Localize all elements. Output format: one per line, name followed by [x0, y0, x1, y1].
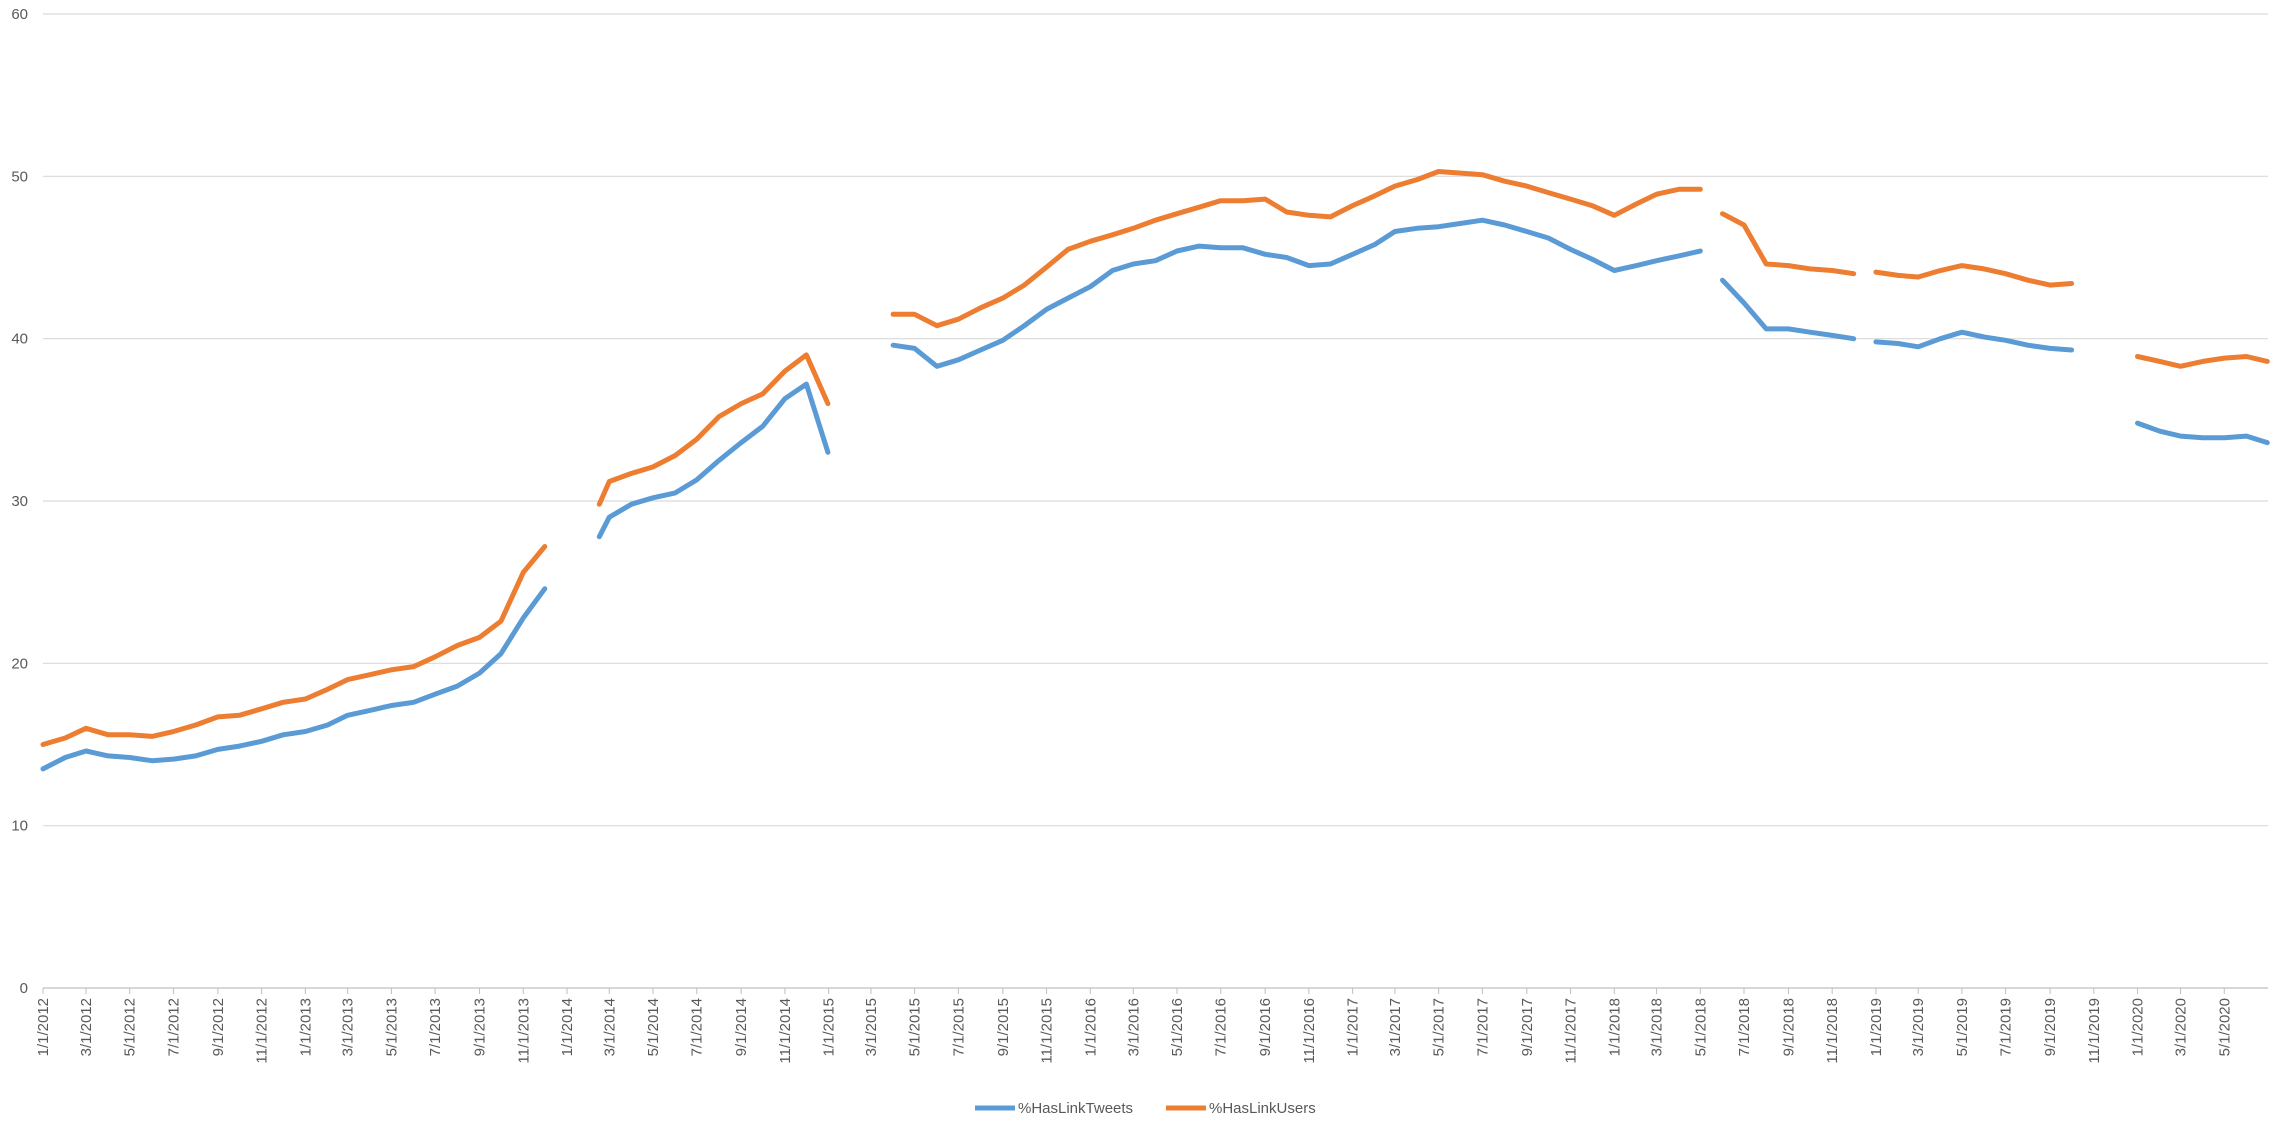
x-tick-label: 7/1/2013 — [427, 998, 444, 1056]
x-tick-label: 9/1/2012 — [210, 998, 227, 1056]
y-tick-label: 30 — [11, 493, 28, 510]
x-tick-label: 7/1/2018 — [1736, 998, 1753, 1056]
x-tick-label: 11/1/2014 — [777, 998, 794, 1064]
legend-label: %HasLinkUsers — [1209, 1100, 1316, 1117]
legend: %HasLinkTweets %HasLinkUsers — [975, 1100, 1316, 1117]
y-tick-label: 60 — [11, 6, 28, 23]
x-tick-label: 11/1/2017 — [1563, 998, 1580, 1064]
x-tick-label: 3/1/2013 — [340, 998, 357, 1056]
y-tick-label: 40 — [11, 331, 28, 348]
y-tick-label: 0 — [20, 980, 28, 997]
x-tick-label: 11/1/2018 — [1824, 998, 1841, 1064]
x-tick-label: 7/1/2019 — [1998, 998, 2015, 1056]
x-tick-label: 7/1/2014 — [689, 998, 706, 1056]
x-tick-label: 9/1/2013 — [472, 998, 489, 1056]
x-tick-label: 1/1/2014 — [559, 998, 576, 1056]
x-tick-label: 3/1/2019 — [1910, 998, 1927, 1056]
x-tick-label: 9/1/2014 — [733, 998, 750, 1056]
x-tick-label: 1/1/2012 — [35, 998, 52, 1056]
legend-label: %HasLinkTweets — [1018, 1100, 1133, 1117]
x-tick-label: 3/1/2012 — [78, 998, 95, 1056]
gridlines — [43, 13, 2268, 989]
x-tick-label: 1/1/2016 — [1082, 998, 1099, 1056]
x-tick-label: 1/1/2018 — [1606, 998, 1623, 1056]
x-tick-label: 11/1/2016 — [1301, 998, 1318, 1064]
x-tick-label: 3/1/2018 — [1649, 998, 1666, 1056]
x-tick-label: 3/1/2020 — [2173, 998, 2190, 1056]
x-tick-label: 11/1/2013 — [515, 998, 532, 1064]
x-tick-label: 11/1/2015 — [1039, 998, 1056, 1064]
x-tick-label: 3/1/2017 — [1387, 998, 1404, 1056]
x-tick-label: 5/1/2013 — [383, 998, 400, 1056]
x-tick-label: 7/1/2012 — [165, 998, 182, 1056]
x-tick-label: 1/1/2013 — [297, 998, 314, 1056]
series-line-2 — [40, 169, 2270, 747]
x-tick-label: 9/1/2015 — [995, 998, 1012, 1056]
x-axis-tick-labels: 1/1/2012 3/1/2012 5/1/2012 7/1/2012 9/1/2012… — [35, 988, 2233, 1064]
x-tick-label: 7/1/2017 — [1474, 998, 1491, 1056]
x-tick-label: 7/1/2016 — [1213, 998, 1230, 1056]
x-tick-label: 1/1/2020 — [2130, 998, 2147, 1056]
x-tick-label: 1/1/2015 — [821, 998, 838, 1056]
x-tick-label: 5/1/2020 — [2216, 998, 2233, 1056]
x-tick-label: 11/1/2019 — [2086, 998, 2103, 1064]
x-tick-label: 5/1/2016 — [1169, 998, 1186, 1056]
x-tick-label: 9/1/2018 — [1780, 998, 1797, 1056]
x-tick-label: 9/1/2019 — [2042, 998, 2059, 1056]
x-tick-label: 3/1/2015 — [863, 998, 880, 1056]
x-tick-label: 5/1/2014 — [645, 998, 662, 1056]
series-line-1 — [40, 217, 2270, 772]
y-axis-tick-labels: 0 10 20 30 40 50 60 — [11, 6, 28, 997]
y-tick-label: 20 — [11, 655, 28, 672]
x-tick-label: 9/1/2017 — [1519, 998, 1536, 1056]
x-tick-label: 11/1/2012 — [254, 998, 271, 1064]
x-tick-label: 5/1/2018 — [1692, 998, 1709, 1056]
x-tick-label: 5/1/2012 — [122, 998, 139, 1056]
y-tick-label: 50 — [11, 168, 28, 185]
y-tick-label: 10 — [11, 818, 28, 835]
x-tick-label: 3/1/2016 — [1125, 998, 1142, 1056]
x-tick-label: 7/1/2015 — [950, 998, 967, 1056]
x-tick-label: 3/1/2014 — [601, 998, 618, 1056]
x-tick-label: 5/1/2019 — [1954, 998, 1971, 1056]
x-tick-label: 5/1/2017 — [1431, 998, 1448, 1056]
x-tick-label: 9/1/2016 — [1257, 998, 1274, 1056]
x-tick-label: 1/1/2017 — [1345, 998, 1362, 1056]
x-tick-label: 1/1/2019 — [1868, 998, 1885, 1056]
series-lines — [40, 169, 2270, 772]
x-tick-label: 5/1/2015 — [907, 998, 924, 1056]
